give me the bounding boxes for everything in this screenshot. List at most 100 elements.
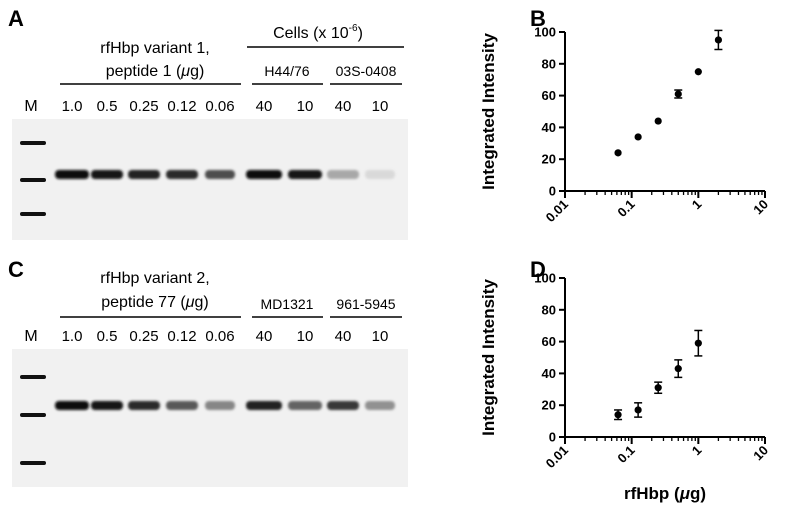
gel-a-bands (55, 170, 395, 179)
gel-c-group-title-line1: rfHbp variant 2, (100, 270, 209, 287)
marker-band (20, 141, 46, 145)
gel-band (288, 170, 322, 179)
gel-band (246, 401, 282, 410)
lane-label: 0.5 (97, 98, 118, 115)
gel-c-marker-label: M (24, 328, 37, 345)
lane-label: 1.0 (62, 98, 83, 115)
gel-band (365, 401, 395, 410)
gel-c-group-title-line2: peptide 77 (μg) (101, 294, 209, 311)
data-point (654, 384, 662, 392)
x-tick-label: 10 (750, 443, 771, 464)
marker-band (20, 375, 46, 379)
x-tick-label: 0.01 (543, 443, 572, 472)
gel-band (327, 401, 359, 410)
gel-a-strain2: 03S-0408 (336, 63, 397, 79)
marker-band (20, 461, 46, 465)
y-tick-label: 100 (534, 271, 556, 286)
gel-band (205, 401, 235, 410)
data-point (694, 339, 702, 347)
gel-c-strain2: 961-5945 (336, 296, 395, 312)
data-point (654, 117, 662, 125)
panel-label-b: B (530, 6, 546, 31)
gel-band (91, 170, 123, 179)
lane-label: 40 (335, 98, 352, 115)
gel-band (128, 401, 160, 410)
gel-band (128, 170, 160, 179)
gel-a-marker-bands (20, 141, 46, 216)
gel-band (327, 170, 359, 179)
marker-band (20, 178, 46, 182)
x-tick-label: 10 (750, 197, 771, 218)
x-tick-label: 0.1 (614, 197, 637, 220)
gel-band (55, 401, 89, 410)
y-tick-label: 20 (542, 398, 556, 413)
x-axis-label: rfHbp (μg) (624, 484, 706, 503)
gel-band (246, 170, 282, 179)
gel-band (166, 401, 198, 410)
lane-label: 10 (372, 98, 389, 115)
gel-a-group-title-line1: rfHbp variant 1, (100, 40, 209, 57)
y-tick-label: 60 (542, 88, 556, 103)
lane-label: 10 (297, 328, 314, 345)
gel-band (91, 401, 123, 410)
lane-label: 40 (335, 328, 352, 345)
lane-label: 10 (372, 328, 389, 345)
gel-c-strain1: MD1321 (261, 296, 314, 312)
y-tick-label: 80 (542, 302, 556, 317)
panel-label-c: C (8, 257, 24, 282)
plot-b: 0 20 40 60 80 100 0.01 0.1 1 10 Integrated Intensi… (479, 25, 771, 226)
gel-band (55, 170, 89, 179)
lane-label: 0.12 (167, 328, 196, 345)
lane-label: 0.5 (97, 328, 118, 345)
y-tick-label: 80 (542, 56, 556, 71)
panel-label-a: A (8, 6, 24, 31)
data-point (714, 36, 723, 44)
marker-band (20, 212, 46, 216)
lane-label: 40 (256, 328, 273, 345)
gel-c-bands (55, 401, 395, 410)
lane-label: 1.0 (62, 328, 83, 345)
data-point (694, 68, 702, 76)
gel-a-image (12, 119, 408, 240)
gel-a-cells-title: Cells (x 10-6) (273, 23, 363, 42)
x-tick-label: 0.1 (614, 443, 637, 466)
panel-label-d: D (530, 257, 546, 282)
marker-band (20, 413, 46, 417)
gel-band (166, 170, 198, 179)
plot-d: 0 20 40 60 80 100 0.01 0.1 1 10 Integrated Intensi… (479, 271, 771, 504)
gel-a-strain1: H44/76 (264, 63, 309, 79)
y-tick-label: 0 (549, 184, 556, 199)
data-point (634, 133, 642, 141)
y-tick-label: 40 (542, 120, 556, 135)
gel-c-marker-bands (20, 375, 46, 465)
lane-label: 0.25 (129, 328, 158, 345)
data-point (674, 365, 682, 373)
lane-label: 0.12 (167, 98, 196, 115)
data-point (614, 411, 622, 419)
lane-label: 10 (297, 98, 314, 115)
y-tick-label: 40 (542, 366, 556, 381)
gel-c-lane-labels: 1.0 0.5 0.25 0.12 0.06 40 10 40 10 (62, 328, 389, 345)
gel-c-image (12, 349, 408, 487)
lane-label: 0.06 (205, 328, 234, 345)
gel-band (288, 401, 322, 410)
y-tick-label: 60 (542, 334, 556, 349)
x-tick-label: 0.01 (543, 197, 572, 226)
gel-band (365, 170, 395, 179)
gel-a-marker-label: M (24, 98, 37, 115)
x-tick-label: 1 (689, 197, 705, 213)
y-tick-label: 100 (534, 25, 556, 40)
data-point (674, 90, 682, 98)
lane-label: 40 (256, 98, 273, 115)
lane-label: 0.25 (129, 98, 158, 115)
y-axis-label: Integrated Intensity (479, 279, 498, 436)
x-tick-label: 1 (689, 443, 705, 459)
y-axis-label: Integrated Intensity (479, 33, 498, 190)
gel-a-group-title-line2: peptide 1 (μg) (106, 63, 205, 80)
lane-label: 0.06 (205, 98, 234, 115)
data-point (614, 149, 622, 157)
data-point (634, 406, 642, 414)
y-tick-label: 20 (542, 152, 556, 167)
y-tick-label: 0 (549, 430, 556, 445)
